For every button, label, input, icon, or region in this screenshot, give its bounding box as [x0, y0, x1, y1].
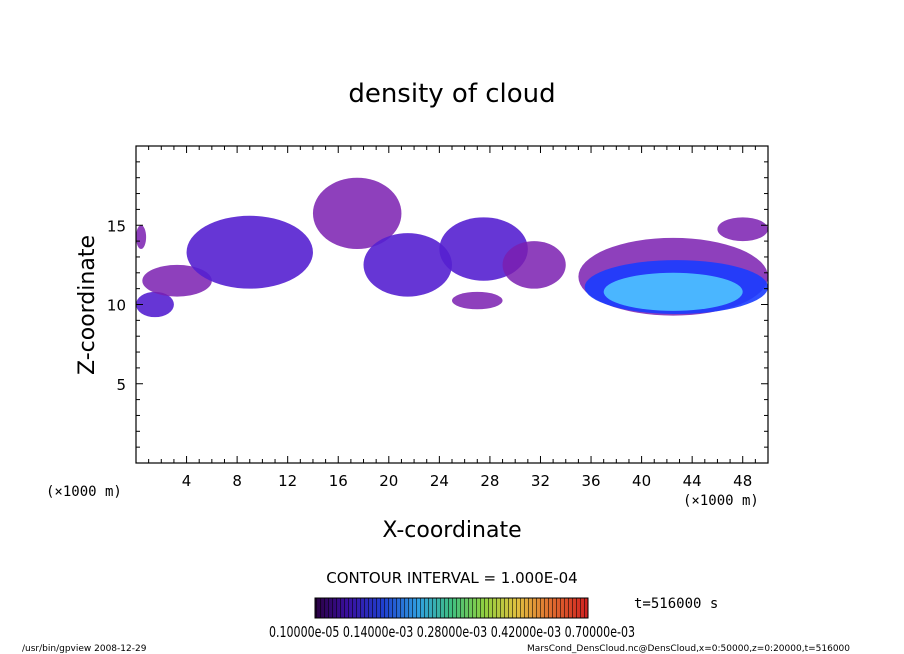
x-tick-label-32: 32	[531, 472, 550, 490]
contour-interval-label: CONTOUR INTERVAL = 1.000E-04	[326, 569, 577, 587]
cloud-region-7	[452, 291, 503, 310]
x-tick-label-8: 8	[232, 472, 242, 490]
cloud-region-4	[312, 177, 402, 250]
colorbar	[314, 597, 589, 619]
x-tick-label-40: 40	[632, 472, 651, 490]
x-axis-title: X-coordinate	[382, 518, 521, 543]
x-tick-label-36: 36	[581, 472, 600, 490]
cloud-region-3	[186, 215, 313, 289]
cloud-region-0	[136, 291, 174, 318]
y-tick-label-10: 10	[107, 297, 126, 315]
footer-source: MarsCond_DensCloud.nc@DensCloud,x=0:5000…	[527, 644, 850, 654]
cloud-density-field	[136, 177, 768, 318]
colorbar-labels: 0.10000e-05 0.14000e-03 0.28000e-03 0.42…	[269, 623, 635, 641]
chart-title: density of cloud	[348, 79, 555, 109]
x-tick-label-16: 16	[329, 472, 348, 490]
y-tick-labels: 5 10 15	[107, 217, 126, 394]
cloud-region-11	[603, 272, 743, 311]
x-tick-labels: 4 8 12 16 20 24 28 32 36 40 44 48	[182, 472, 752, 490]
x-tick-label-44: 44	[683, 472, 702, 490]
y-axis-unit: (×1000 m)	[46, 484, 122, 500]
x-axis-unit: (×1000 m)	[683, 493, 759, 509]
x-tick-label-48: 48	[733, 472, 752, 490]
cloud-region-5	[363, 233, 453, 297]
cloud-region-2	[142, 264, 212, 297]
x-tick-label-24: 24	[430, 472, 449, 490]
footer-program: /usr/bin/gpview 2008-12-29	[22, 644, 147, 654]
y-tick-label-15: 15	[107, 217, 126, 235]
cloud-region-1	[136, 225, 147, 250]
axis-ticks	[136, 146, 768, 463]
cloud-region-12	[717, 217, 768, 242]
y-axis-title: Z-coordinate	[75, 235, 100, 375]
cloud-region-8	[502, 241, 566, 289]
x-tick-label-28: 28	[480, 472, 499, 490]
y-tick-label-5: 5	[116, 376, 126, 394]
x-tick-label-20: 20	[379, 472, 398, 490]
x-tick-label-4: 4	[182, 472, 192, 490]
time-label: t=516000 s	[634, 596, 718, 612]
x-tick-label-12: 12	[278, 472, 297, 490]
